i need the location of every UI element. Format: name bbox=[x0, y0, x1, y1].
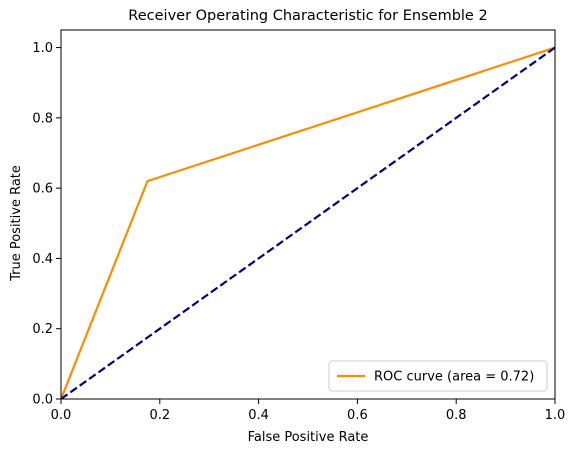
x-tick-label: 0.6 bbox=[347, 408, 368, 423]
y-tick-label: 0.8 bbox=[32, 111, 53, 126]
x-axis-label: False Positive Rate bbox=[248, 430, 369, 445]
roc-curve-line bbox=[61, 46, 555, 399]
x-tick-label: 0.4 bbox=[248, 408, 269, 423]
plot-content bbox=[61, 46, 555, 399]
y-tick-label: 1.0 bbox=[32, 41, 53, 56]
chart-title: Receiver Operating Characteristic for En… bbox=[128, 8, 487, 24]
legend-label: ROC curve (area = 0.72) bbox=[374, 370, 534, 385]
y-tick-label: 0.4 bbox=[32, 252, 53, 267]
legend: ROC curve (area = 0.72) bbox=[328, 360, 548, 392]
x-tick-label: 0.8 bbox=[446, 408, 467, 423]
x-tick-label: 0.0 bbox=[51, 408, 72, 423]
legend-box bbox=[328, 360, 548, 392]
y-tick-label: 0.6 bbox=[32, 182, 53, 197]
x-tick-label: 1.0 bbox=[545, 408, 566, 423]
y-axis-label: True Positive Rate bbox=[9, 165, 24, 282]
x-tick-label: 0.2 bbox=[149, 408, 170, 423]
y-tick-label: 0.0 bbox=[32, 393, 53, 408]
chance-diagonal-line bbox=[61, 46, 555, 399]
y-tick-label: 0.2 bbox=[32, 322, 53, 337]
plot-frame bbox=[60, 29, 556, 400]
axes: 0.0 0.2 0.4 0.6 0.8 1.0 0.0 0.2 0.4 0.6 0.8 1.0 bbox=[32, 29, 566, 423]
